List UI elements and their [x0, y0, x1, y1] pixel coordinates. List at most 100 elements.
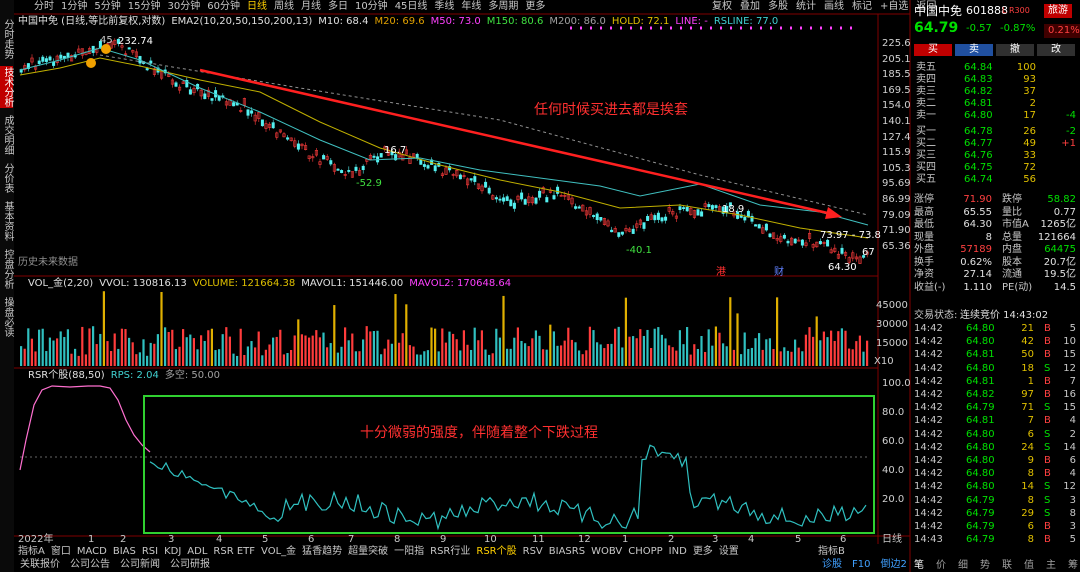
indicator-tab[interactable]: 指标A: [18, 546, 45, 557]
candle: [689, 207, 693, 216]
trade-button[interactable]: 撤: [996, 44, 1034, 56]
x-axis-label: 2: [120, 534, 127, 545]
candle: [26, 63, 30, 69]
tool-button[interactable]: 多股: [768, 1, 788, 12]
status-link[interactable]: 公司研报: [170, 559, 210, 570]
indicator-tab[interactable]: RSI: [141, 546, 159, 557]
volume-bar: [567, 327, 570, 366]
tool-button[interactable]: 统计: [796, 1, 816, 12]
indicator-tab[interactable]: IND: [668, 546, 687, 557]
quote-tab[interactable]: 笔: [914, 560, 924, 571]
indicator-tab[interactable]: CHOPP: [628, 546, 663, 557]
status-link[interactable]: 公司新闻: [120, 559, 160, 570]
volume-bar: [329, 343, 332, 366]
tool-button[interactable]: 复权: [712, 1, 732, 12]
quote-tab[interactable]: 值: [1024, 560, 1034, 571]
period-tab[interactable]: 5分钟: [94, 1, 121, 12]
candle: [815, 241, 819, 248]
candle: [862, 255, 866, 258]
book-label: 卖一: [916, 110, 936, 121]
period-tab[interactable]: 60分钟: [207, 1, 240, 12]
trade-button[interactable]: 买: [914, 44, 952, 56]
candle: [167, 73, 171, 77]
sector-change: 0.21%: [1044, 24, 1080, 38]
trade-button[interactable]: 改: [1037, 44, 1075, 56]
quote-tab[interactable]: 主: [1046, 560, 1056, 571]
tick-price: 64.80: [966, 428, 995, 440]
period-tab[interactable]: 周线: [273, 1, 294, 12]
period-tab[interactable]: 更多: [525, 1, 546, 12]
period-tab[interactable]: 月线: [300, 1, 321, 12]
rsr-axis-label: 40.0: [882, 465, 905, 476]
indicator-tab[interactable]: 更多: [692, 546, 713, 557]
tool-button[interactable]: +自选: [880, 1, 909, 12]
trade-button[interactable]: 卖: [955, 44, 993, 56]
period-tab[interactable]: 30分钟: [167, 1, 201, 12]
status-link[interactable]: F10: [852, 559, 871, 570]
period-tab[interactable]: 15分钟: [127, 1, 161, 12]
tool-button[interactable]: 叠加: [740, 1, 760, 12]
candle: [692, 210, 696, 218]
side-tab[interactable]: 技术分析: [0, 66, 13, 108]
tool-button[interactable]: 画线: [824, 1, 844, 12]
status-link[interactable]: 关联报价: [20, 559, 60, 570]
indicator-tab[interactable]: 猛香趋势: [302, 546, 343, 557]
volume-bar: [711, 345, 714, 366]
side-tab[interactable]: 成交明细: [2, 115, 13, 155]
candle: [610, 229, 614, 233]
volume-bar: [34, 351, 37, 366]
period-tab[interactable]: 年线: [461, 1, 482, 12]
quote-tab[interactable]: 联: [1002, 560, 1012, 571]
sector-button[interactable]: 旅游: [1044, 4, 1072, 18]
side-tab[interactable]: 控盘分析: [2, 249, 13, 289]
candle: [358, 170, 362, 176]
indicator-tab[interactable]: VOL_金: [261, 546, 297, 557]
indicator-tab[interactable]: BIAS: [112, 546, 136, 557]
indicator-tab[interactable]: RSV: [522, 546, 543, 557]
candle: [250, 110, 254, 114]
side-tab[interactable]: 分时走势: [2, 19, 13, 59]
indicator-tab[interactable]: KDJ: [164, 546, 182, 557]
quote-tab[interactable]: 细: [958, 560, 968, 571]
side-tab[interactable]: 基本资料: [2, 201, 13, 241]
indicator-tab[interactable]: 指标B: [818, 546, 845, 557]
candle: [152, 68, 156, 75]
volume-bar: [531, 338, 534, 366]
side-tab[interactable]: 操盘必读: [2, 297, 13, 337]
indicator-tab[interactable]: 设置: [718, 546, 739, 557]
period-tab[interactable]: 多日: [327, 1, 348, 12]
period-tab[interactable]: 1分钟: [61, 1, 88, 12]
period-tab[interactable]: 多周期: [488, 1, 519, 12]
indicator-tab[interactable]: ADL: [187, 546, 208, 557]
period-label: 日线: [882, 534, 902, 545]
period-tab[interactable]: 日线: [246, 1, 267, 12]
quote-tab[interactable]: 价: [936, 560, 946, 571]
indicator-tab[interactable]: 超量突破: [348, 546, 389, 557]
volume-bar: [376, 330, 379, 366]
quote-tab[interactable]: 势: [980, 560, 990, 571]
indicator-tab[interactable]: BIASRS: [548, 546, 586, 557]
status-link[interactable]: 公司公告: [70, 559, 110, 570]
status-link[interactable]: 诊股: [822, 559, 842, 570]
tool-button[interactable]: 返回: [916, 1, 937, 12]
volume-bar: [502, 295, 505, 366]
indicator-tab[interactable]: RSR ETF: [213, 546, 256, 557]
quote-tab[interactable]: 筹: [1068, 560, 1078, 571]
tool-button[interactable]: 标记: [852, 1, 872, 12]
indicator-tab[interactable]: MACD: [76, 546, 107, 557]
indicator-tab[interactable]: 一阳指: [394, 546, 425, 557]
volume-bar: [81, 326, 84, 366]
period-tab[interactable]: 分时: [34, 1, 54, 12]
x-axis-label: 8: [394, 534, 401, 545]
indicator-tab[interactable]: WOBV: [591, 546, 623, 557]
side-tab[interactable]: 分价表: [2, 163, 13, 193]
period-tab[interactable]: 10分钟: [354, 1, 388, 12]
ma-line: [19, 57, 869, 239]
period-tab[interactable]: 季线: [434, 1, 455, 12]
indicator-tab[interactable]: RSR个股: [476, 546, 517, 557]
indicator-tab[interactable]: RSR行业: [430, 546, 471, 557]
indicator-tab[interactable]: 窗口: [50, 546, 71, 557]
period-tab[interactable]: 45日线: [394, 1, 428, 12]
status-link[interactable]: 倒边2: [880, 559, 907, 570]
